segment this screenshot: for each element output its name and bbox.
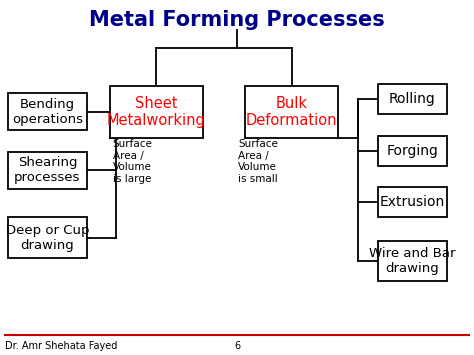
Text: Sheet
Metalworking: Sheet Metalworking: [107, 95, 206, 128]
FancyBboxPatch shape: [8, 152, 86, 189]
Text: Rolling: Rolling: [389, 92, 436, 106]
Text: Wire and Bar
drawing: Wire and Bar drawing: [369, 247, 456, 275]
FancyBboxPatch shape: [8, 93, 86, 130]
Text: Surface
Area /
Volume
is large: Surface Area / Volume is large: [113, 139, 153, 184]
FancyBboxPatch shape: [110, 86, 202, 137]
Text: Bulk
Deformation: Bulk Deformation: [246, 95, 337, 128]
Text: Extrusion: Extrusion: [380, 195, 445, 209]
Text: Metal Forming Processes: Metal Forming Processes: [89, 10, 385, 29]
Text: Bending
operations: Bending operations: [12, 98, 83, 126]
Text: 6: 6: [234, 341, 240, 351]
FancyBboxPatch shape: [378, 187, 447, 217]
FancyBboxPatch shape: [378, 136, 447, 166]
FancyBboxPatch shape: [8, 217, 86, 258]
Text: Shearing
processes: Shearing processes: [14, 157, 81, 184]
Text: Surface
Area /
Volume
is small: Surface Area / Volume is small: [238, 139, 278, 184]
Text: Dr. Amr Shehata Fayed: Dr. Amr Shehata Fayed: [5, 341, 117, 351]
Text: Deep or Cup
drawing: Deep or Cup drawing: [6, 224, 89, 252]
FancyBboxPatch shape: [378, 84, 447, 114]
FancyBboxPatch shape: [378, 241, 447, 281]
FancyBboxPatch shape: [246, 86, 337, 137]
Text: Forging: Forging: [386, 144, 438, 158]
